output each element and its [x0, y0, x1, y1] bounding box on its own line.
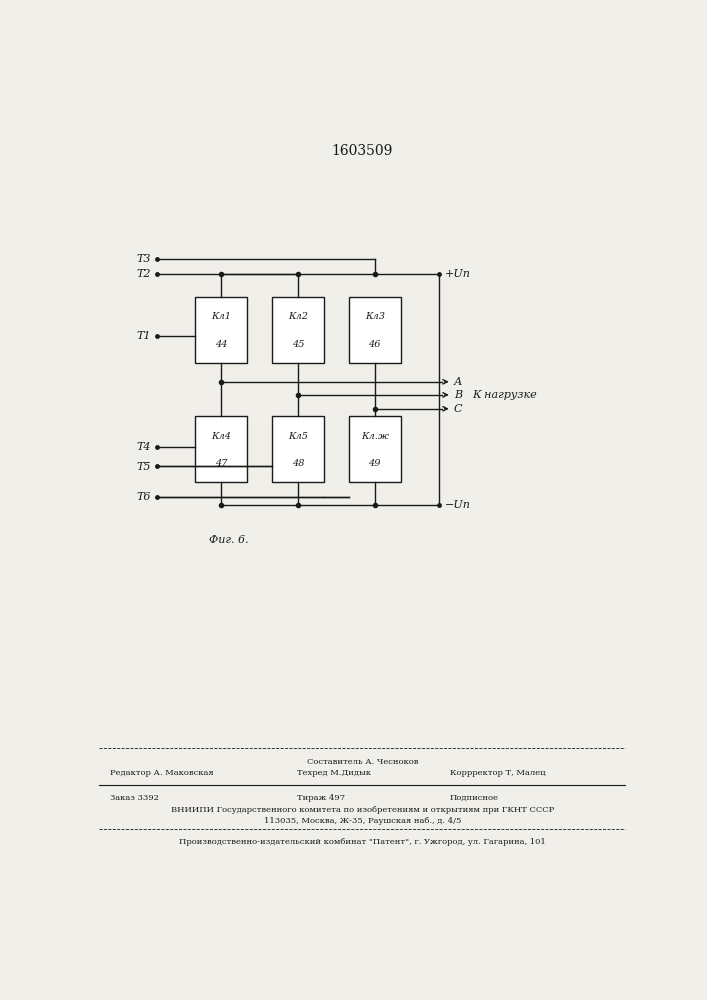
Bar	[195, 297, 247, 363]
Text: Т1: Т1	[137, 331, 151, 341]
Text: 113035, Москва, Ж-35, Раушская наб., д. 4/5: 113035, Москва, Ж-35, Раушская наб., д. …	[264, 817, 461, 825]
Text: 46: 46	[368, 340, 381, 349]
Text: А: А	[454, 377, 462, 387]
Text: +Uп: +Uп	[445, 269, 470, 279]
Text: ВНИИПИ Государственного комитета по изобретениям и открытиям при ГКНТ СССР: ВНИИПИ Государственного комитета по изоб…	[170, 806, 554, 814]
Text: Заказ 3392: Заказ 3392	[110, 794, 159, 802]
Text: Т5: Т5	[137, 462, 151, 472]
Text: В: В	[454, 390, 462, 400]
Text: Коррректор Т, Малец: Коррректор Т, Малец	[450, 769, 546, 777]
Text: 47: 47	[215, 459, 228, 468]
Text: Тираж 497: Тираж 497	[297, 794, 345, 802]
Text: Кл3: Кл3	[365, 312, 385, 321]
Text: Т2: Т2	[137, 269, 151, 279]
Text: Кл5: Кл5	[288, 432, 308, 441]
Bar	[272, 297, 324, 363]
Text: −Uп: −Uп	[445, 500, 470, 510]
Text: Редактор А. Маковская: Редактор А. Маковская	[110, 769, 214, 777]
Text: 49: 49	[368, 459, 381, 468]
Text: К нагрузке: К нагрузке	[472, 390, 537, 400]
Text: Т3: Т3	[137, 254, 151, 264]
Text: Т4: Т4	[137, 442, 151, 452]
Bar	[349, 297, 401, 363]
Text: С: С	[454, 404, 462, 414]
Text: 45: 45	[292, 340, 304, 349]
Text: Т6: Т6	[137, 492, 151, 502]
Text: Техред М.Дидык: Техред М.Дидык	[297, 769, 370, 777]
Bar	[195, 416, 247, 482]
Text: Фиг. 6.: Фиг. 6.	[209, 535, 249, 545]
Text: Кл4: Кл4	[211, 432, 231, 441]
Text: Кл2: Кл2	[288, 312, 308, 321]
Text: 48: 48	[292, 459, 304, 468]
Text: Составитель А. Чесноков: Составитель А. Чесноков	[307, 758, 418, 766]
Text: Производственно-издательский комбинат "Патент", г. Ужгород, ул. Гагарина, 101: Производственно-издательский комбинат "П…	[179, 838, 546, 846]
Text: 1603509: 1603509	[332, 144, 393, 158]
Bar	[349, 416, 401, 482]
Text: Кл.ж: Кл.ж	[361, 432, 389, 441]
Bar	[272, 416, 324, 482]
Text: Подписное: Подписное	[450, 794, 499, 802]
Text: 44: 44	[215, 340, 228, 349]
Text: Кл1: Кл1	[211, 312, 231, 321]
